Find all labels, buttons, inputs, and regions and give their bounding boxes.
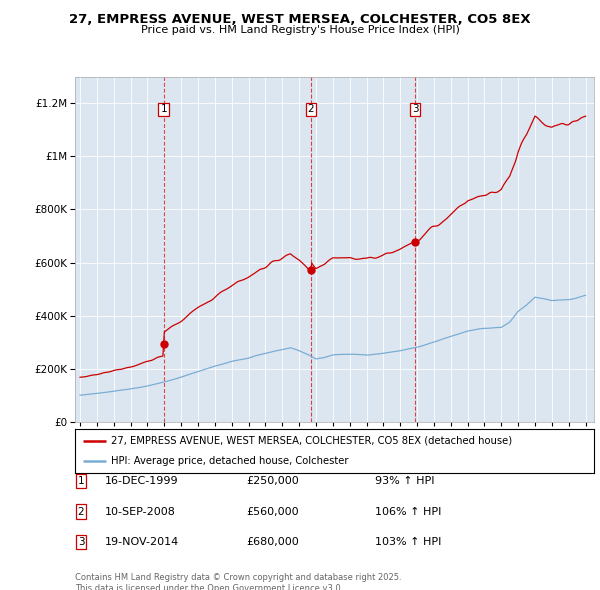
Text: 2: 2 bbox=[77, 507, 85, 516]
Text: £680,000: £680,000 bbox=[246, 537, 299, 547]
Text: 103% ↑ HPI: 103% ↑ HPI bbox=[375, 537, 442, 547]
Text: 27, EMPRESS AVENUE, WEST MERSEA, COLCHESTER, CO5 8EX: 27, EMPRESS AVENUE, WEST MERSEA, COLCHES… bbox=[69, 13, 531, 26]
Text: 2: 2 bbox=[307, 104, 314, 114]
Text: £560,000: £560,000 bbox=[246, 507, 299, 516]
Text: 1: 1 bbox=[160, 104, 167, 114]
Text: HPI: Average price, detached house, Colchester: HPI: Average price, detached house, Colc… bbox=[112, 456, 349, 466]
Text: £250,000: £250,000 bbox=[246, 476, 299, 486]
Text: 1: 1 bbox=[77, 476, 85, 486]
Text: 10-SEP-2008: 10-SEP-2008 bbox=[105, 507, 176, 516]
Text: 3: 3 bbox=[77, 537, 85, 547]
Text: Contains HM Land Registry data © Crown copyright and database right 2025.
This d: Contains HM Land Registry data © Crown c… bbox=[75, 573, 401, 590]
Text: 3: 3 bbox=[412, 104, 418, 114]
Text: 27, EMPRESS AVENUE, WEST MERSEA, COLCHESTER, CO5 8EX (detached house): 27, EMPRESS AVENUE, WEST MERSEA, COLCHES… bbox=[112, 436, 512, 446]
Text: 16-DEC-1999: 16-DEC-1999 bbox=[105, 476, 179, 486]
Text: 106% ↑ HPI: 106% ↑ HPI bbox=[375, 507, 442, 516]
Text: 19-NOV-2014: 19-NOV-2014 bbox=[105, 537, 179, 547]
Text: Price paid vs. HM Land Registry's House Price Index (HPI): Price paid vs. HM Land Registry's House … bbox=[140, 25, 460, 35]
Text: 93% ↑ HPI: 93% ↑ HPI bbox=[375, 476, 434, 486]
